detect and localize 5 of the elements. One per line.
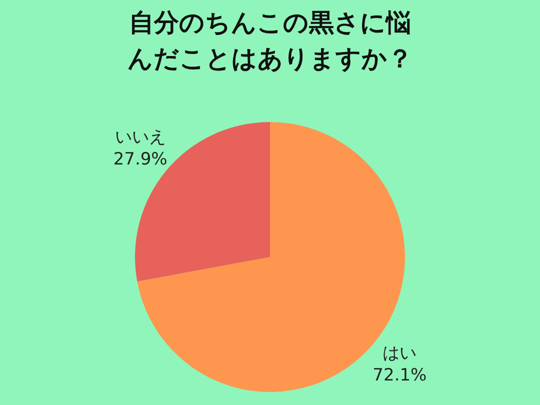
slice-label: いいえ [114,127,166,148]
chart-title: 自分のちんこの黒さに悩んだことはありますか？ [126,7,414,75]
data-label: 27.9% [113,149,168,170]
slice-label: はい [382,343,417,364]
data-label: 72.1% [372,365,427,386]
